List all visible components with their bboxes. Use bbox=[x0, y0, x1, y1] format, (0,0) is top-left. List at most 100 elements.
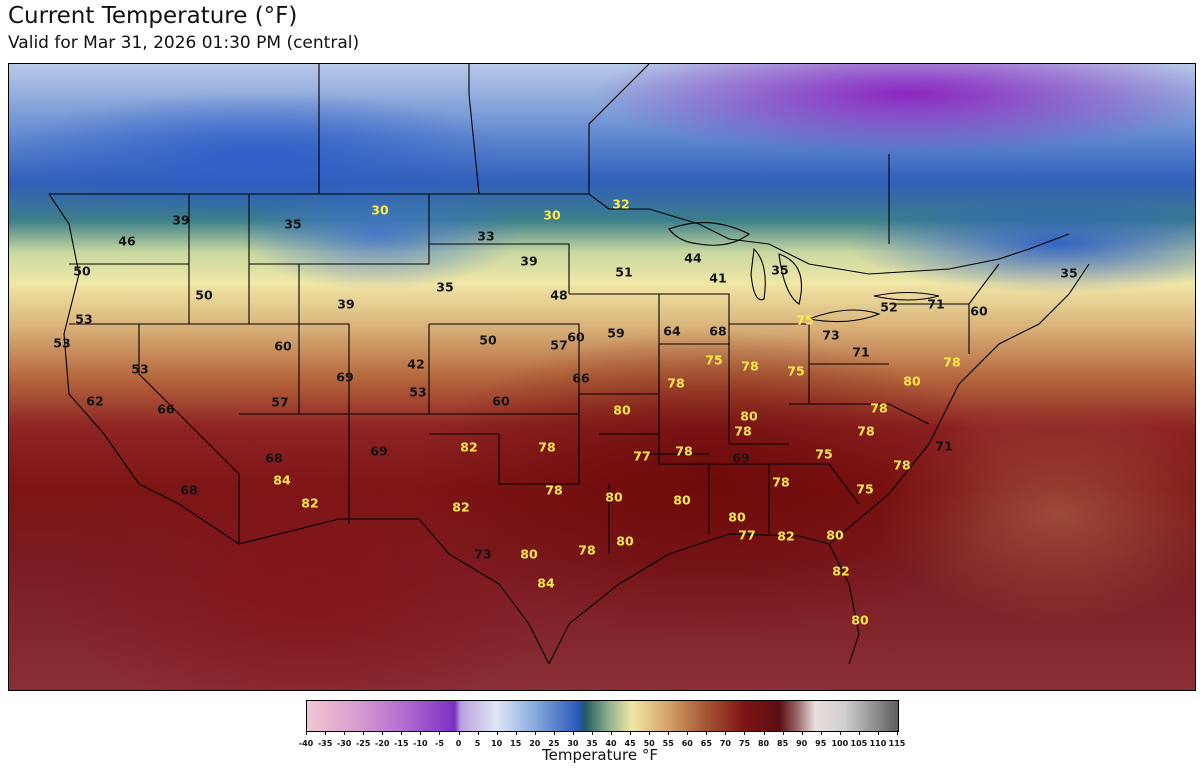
temperature-reading: 80 bbox=[728, 509, 746, 525]
colorbar-tick-label: 115 bbox=[888, 739, 906, 748]
temperature-reading: 75 bbox=[796, 312, 814, 328]
colorbar-tick-label: 60 bbox=[681, 739, 693, 748]
temperature-reading: 32 bbox=[612, 196, 630, 212]
temperature-reading: 60 bbox=[970, 303, 988, 319]
temperature-reading: 80 bbox=[826, 527, 844, 543]
colorbar-tick-mark bbox=[306, 731, 307, 735]
temperature-reading: 42 bbox=[407, 356, 425, 372]
temperature-reading: 78 bbox=[741, 358, 759, 374]
colorbar-tick-label: -35 bbox=[317, 739, 333, 748]
temperature-reading: 78 bbox=[675, 443, 693, 459]
temperature-reading: 75 bbox=[787, 363, 805, 379]
colorbar-tick-label: 15 bbox=[510, 739, 522, 748]
temperature-reading: 75 bbox=[815, 446, 833, 462]
temperature-reading: 69 bbox=[370, 443, 388, 459]
colorbar-tick-mark bbox=[458, 731, 460, 735]
colorbar-tick-mark bbox=[344, 731, 346, 735]
colorbar-tick-label: -30 bbox=[336, 739, 352, 748]
colorbar-tick-label: 55 bbox=[662, 739, 674, 748]
temperature-reading: 53 bbox=[409, 384, 427, 400]
temperature-reading: 78 bbox=[667, 375, 685, 391]
colorbar-tick-label: 100 bbox=[831, 739, 849, 748]
temperature-reading: 68 bbox=[265, 450, 283, 466]
temperature-reading: 68 bbox=[180, 482, 198, 498]
temperature-reading: 84 bbox=[537, 575, 555, 591]
temperature-reading: 35 bbox=[1060, 265, 1078, 281]
temperature-reading: 30 bbox=[371, 202, 389, 218]
colorbar-tick-mark bbox=[477, 731, 479, 735]
colorbar-tick-mark bbox=[611, 731, 613, 735]
colorbar-tick-mark bbox=[725, 731, 727, 735]
temperature-reading: 80 bbox=[740, 408, 758, 424]
colorbar-tick-label: 80 bbox=[757, 739, 770, 748]
temperature-reading: 44 bbox=[684, 250, 702, 266]
temperature-reading: 82 bbox=[460, 439, 478, 455]
colorbar-tick-label: 90 bbox=[796, 739, 808, 748]
temperature-reading: 78 bbox=[893, 457, 911, 473]
temperature-reading: 78 bbox=[538, 439, 556, 455]
colorbar-tick-label: 105 bbox=[850, 739, 868, 748]
temperature-reading: 82 bbox=[777, 528, 795, 544]
colorbar-tick-mark bbox=[782, 731, 784, 735]
temperature-reading: 73 bbox=[474, 546, 492, 562]
temperature-reading: 50 bbox=[73, 263, 91, 279]
temperature-reading: 50 bbox=[195, 287, 213, 303]
colorbar-tick-mark bbox=[515, 731, 517, 735]
colorbar-tick-mark bbox=[572, 731, 574, 735]
colorbar-tick-label: 0 bbox=[455, 739, 462, 748]
colorbar-tick-mark bbox=[687, 731, 689, 735]
temperature-reading: 64 bbox=[663, 323, 681, 339]
temperature-reading: 60 bbox=[492, 393, 510, 409]
colorbar-tick-label: 65 bbox=[700, 739, 712, 748]
colorbar-tick-mark bbox=[534, 731, 536, 735]
temperature-reading: 82 bbox=[301, 495, 319, 511]
colorbar-tick-label: -40 bbox=[298, 739, 314, 748]
colorbar-tick-mark bbox=[363, 731, 365, 735]
temperature-reading: 80 bbox=[616, 533, 634, 549]
temperature-reading: 57 bbox=[550, 337, 568, 353]
temperature-reading: 53 bbox=[75, 311, 93, 327]
temperature-reading: 82 bbox=[832, 563, 850, 579]
colorbar-tick-mark bbox=[630, 731, 632, 735]
temperature-reading: 62 bbox=[86, 393, 104, 409]
temperature-reading: 80 bbox=[851, 612, 869, 628]
temperature-reading: 80 bbox=[613, 402, 631, 418]
colorbar-tick-label: -15 bbox=[394, 739, 409, 748]
temperature-reading: 39 bbox=[520, 253, 538, 269]
colorbar-label: Temperature °F bbox=[542, 746, 658, 764]
temperature-reading: 35 bbox=[284, 216, 302, 232]
colorbar-tick-label: 35 bbox=[586, 739, 598, 748]
temperature-reading: 78 bbox=[734, 423, 752, 439]
temperature-reading: 78 bbox=[772, 474, 790, 490]
temperature-reading: 59 bbox=[607, 325, 625, 341]
colorbar-tick-mark bbox=[801, 731, 803, 735]
temperature-reading: 84 bbox=[273, 472, 291, 488]
temperature-reading: 77 bbox=[738, 527, 756, 543]
temperature-colorbar bbox=[306, 700, 899, 732]
colorbar-tick-label: 110 bbox=[869, 739, 887, 748]
colorbar-tick-label: 30 bbox=[567, 739, 579, 748]
colorbar-tick-mark bbox=[897, 731, 898, 735]
colorbar-tick-mark bbox=[668, 731, 670, 735]
temperature-reading: 75 bbox=[705, 352, 723, 368]
temperature-reading: 78 bbox=[545, 482, 563, 498]
colorbar-tick-label: -20 bbox=[375, 739, 390, 748]
temperature-reading: 78 bbox=[857, 423, 875, 439]
temperature-reading: 39 bbox=[172, 212, 190, 228]
temperature-reading: 57 bbox=[271, 394, 289, 410]
colorbar-tick-mark bbox=[325, 731, 327, 735]
temperature-reading: 35 bbox=[436, 279, 454, 295]
colorbar-tick-label: -10 bbox=[413, 739, 428, 748]
temperature-reading: 30 bbox=[543, 207, 561, 223]
colorbar-tick-label: 70 bbox=[719, 739, 731, 748]
temperature-reading: 75 bbox=[856, 481, 874, 497]
colorbar-tick-label: 5 bbox=[474, 739, 481, 748]
temperature-map: 39 46 35 30 30 32 33 50 39 44 51 41 35 35 50 35 48 39 53 53… bbox=[8, 63, 1196, 691]
temperature-reading: 66 bbox=[572, 370, 590, 386]
temperature-reading: 46 bbox=[118, 233, 136, 249]
temperature-reading: 41 bbox=[709, 270, 727, 286]
colorbar-tick-label: 45 bbox=[624, 739, 636, 748]
temperature-reading: 50 bbox=[479, 332, 497, 348]
temperature-reading: 51 bbox=[615, 264, 633, 280]
map-title: Current Temperature (°F) bbox=[8, 3, 298, 29]
